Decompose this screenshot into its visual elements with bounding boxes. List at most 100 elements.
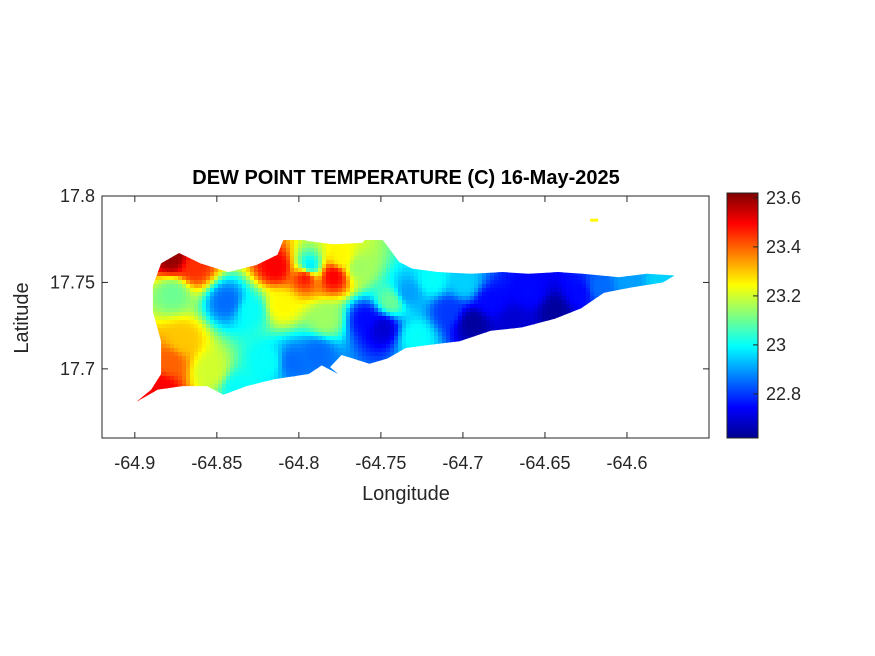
heat-cell [154,300,159,305]
heat-cell [374,312,379,317]
heat-cell [462,316,467,321]
heat-cell [614,364,619,369]
heat-cell [314,368,319,373]
heat-cell [346,368,351,373]
heat-cell [606,276,611,281]
heat-cell [474,248,479,253]
heat-cell [474,244,479,249]
heat-cell [470,340,475,345]
heat-cell [234,284,239,289]
heat-cell [366,368,371,373]
heat-cell [466,276,471,281]
heat-cell [462,368,467,373]
heat-cell [398,268,403,273]
heat-cell [422,264,427,269]
heat-cell [158,328,163,333]
heat-cell [230,284,235,289]
heat-cell [570,276,575,281]
heat-cell [290,256,295,261]
heat-cell [510,356,515,361]
heat-cell [206,252,211,257]
heat-cell [578,320,583,325]
heat-cell [218,312,223,317]
heat-cell [566,280,571,285]
heat-cell [250,368,255,373]
heat-cell [450,364,455,369]
heat-cell [278,368,283,373]
heat-cell [298,312,303,317]
heat-cell [598,376,603,381]
heat-cell [338,360,343,365]
heat-cell [362,288,367,293]
heat-cell [666,268,671,273]
heat-cell [262,304,267,309]
heat-cell [290,344,295,349]
heat-cell [618,340,623,345]
heat-cell [686,376,691,381]
heat-cell [506,312,511,317]
heat-cell [390,288,395,293]
heat-cell [334,324,339,329]
heat-cell [538,372,543,377]
heat-cell [586,348,591,353]
heat-cell [142,316,147,321]
heat-cell [238,256,243,261]
heat-cell [166,344,171,349]
heat-cell [486,348,491,353]
heat-cell [254,364,259,369]
heat-cell [282,268,287,273]
heat-cell [690,340,695,345]
heat-cell [182,340,187,345]
heat-cell [486,304,491,309]
heat-cell [546,264,551,269]
heat-cell [406,308,411,313]
heat-cell [634,376,639,381]
heat-cell [642,280,647,285]
heat-cell [578,272,583,277]
heat-cell [570,300,575,305]
heat-cell [590,252,595,257]
heat-cell [662,316,667,321]
heat-cell [170,304,175,309]
heat-cell [270,264,275,269]
heat-cell [138,380,143,385]
heat-cell [478,324,483,329]
heat-cell [242,368,247,373]
heat-cell [262,256,267,261]
heat-cell [410,252,415,257]
heat-cell [578,268,583,273]
heat-cell [582,240,587,245]
heat-cell [666,332,671,337]
heat-cell [142,276,147,281]
heat-cell [534,304,539,309]
heat-cell [294,284,299,289]
heat-cell [370,328,375,333]
heat-cell [254,348,259,353]
heat-cell [394,296,399,301]
heat-cell [622,272,627,277]
heat-cell [450,368,455,373]
heat-cell [506,360,511,365]
heat-cell [202,324,207,329]
heat-cell [498,336,503,341]
heat-cell [502,320,507,325]
heat-cell [330,336,335,341]
heat-cell [346,288,351,293]
heat-cell [262,268,267,273]
heat-cell [462,304,467,309]
heat-cell [190,256,195,261]
heat-cell [378,292,383,297]
heat-cell [166,356,171,361]
heat-cell [222,260,227,265]
heat-cell [670,252,675,257]
heat-cell [670,356,675,361]
heat-cell [334,300,339,305]
heat-cell [558,340,563,345]
heat-cell [690,308,695,313]
heat-cell [614,256,619,261]
heat-cell [562,288,567,293]
heat-cell [158,304,163,309]
heat-cell [178,260,183,265]
heat-cell [358,340,363,345]
